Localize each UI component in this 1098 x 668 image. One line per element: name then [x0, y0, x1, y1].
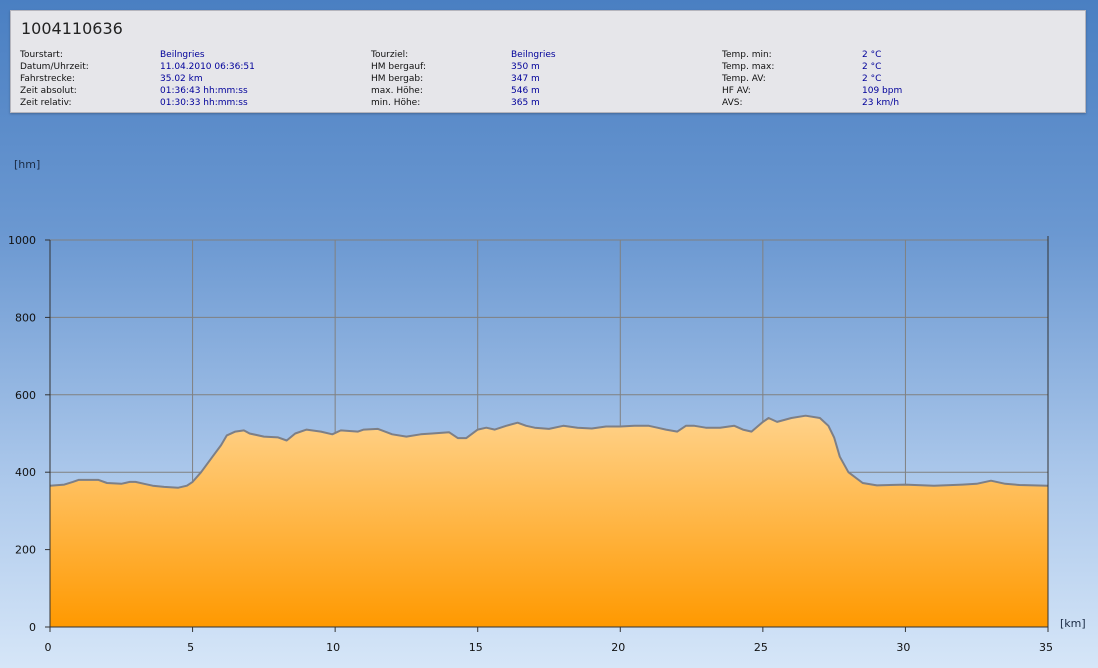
- label-temp-max: Temp. max:: [722, 62, 775, 72]
- label-zeit-absolut: Zeit absolut:: [20, 86, 77, 96]
- tour-info-panel: 1004110636 Tourstart: Datum/Uhrzeit: Fah…: [10, 10, 1086, 113]
- x-axis-unit-label: [km]: [1060, 617, 1086, 630]
- y-axis-unit-label: [hm]: [14, 158, 41, 171]
- value-hm-bergab: 347 m: [511, 74, 540, 84]
- label-hm-bergauf: HM bergauf:: [371, 62, 426, 72]
- x-tick-label: 0: [45, 641, 52, 654]
- x-tick-label: 30: [896, 641, 910, 654]
- info-col1-labels: Tourstart: Datum/Uhrzeit: Fahrstrecke: Z…: [20, 49, 89, 109]
- x-tick-label: 5: [187, 641, 194, 654]
- label-temp-min: Temp. min:: [722, 50, 772, 60]
- elevation-area: [50, 415, 1048, 627]
- value-zeit-relativ: 01:30:33 hh:mm:ss: [160, 98, 248, 108]
- info-col1-values: Beilngries 11.04.2010 06:36:51 35.02 km …: [160, 49, 255, 109]
- label-hf-av: HF AV:: [722, 86, 751, 96]
- label-fahrstrecke: Fahrstrecke:: [20, 74, 75, 84]
- value-temp-max: 2 °C: [862, 62, 882, 72]
- x-tick-label: 35: [1039, 641, 1053, 654]
- y-tick-label: 0: [29, 621, 36, 634]
- value-avs: 23 km/h: [862, 98, 900, 108]
- x-tick-label: 10: [326, 641, 340, 654]
- value-hf-av: 109 bpm: [862, 86, 903, 96]
- x-tick-label: 20: [611, 641, 625, 654]
- label-zeit-relativ: Zeit relativ:: [20, 98, 72, 108]
- label-max-hoehe: max. Höhe:: [371, 86, 423, 96]
- label-min-hoehe: min. Höhe:: [371, 98, 421, 108]
- label-tourstart: Tourstart:: [20, 50, 63, 60]
- y-tick-label: 400: [15, 466, 36, 479]
- label-hm-bergab: HM bergab:: [371, 74, 424, 84]
- y-tick-label: 1000: [8, 234, 36, 247]
- value-temp-min: 2 °C: [862, 50, 882, 60]
- label-datum: Datum/Uhrzeit:: [20, 62, 89, 72]
- value-temp-av: 2 °C: [862, 74, 882, 84]
- value-max-hoehe: 546 m: [511, 86, 540, 96]
- label-avs: AVS:: [722, 98, 743, 108]
- value-tourziel: Beilngries: [511, 50, 556, 60]
- value-tourstart: Beilngries: [160, 50, 205, 60]
- info-col2-labels: Tourziel: HM bergauf: HM bergab: max. Hö…: [371, 49, 426, 109]
- info-col2-values: Beilngries 350 m 347 m 546 m 365 m: [511, 49, 556, 109]
- value-hm-bergauf: 350 m: [511, 62, 540, 72]
- info-col3-values: 2 °C 2 °C 2 °C 109 bpm 23 km/h: [862, 49, 902, 109]
- elevation-line: [49, 414, 1049, 489]
- y-tick-label: 200: [15, 544, 36, 557]
- value-fahrstrecke: 35.02 km: [160, 74, 203, 84]
- value-datum: 11.04.2010 06:36:51: [160, 62, 255, 72]
- value-zeit-absolut: 01:36:43 hh:mm:ss: [160, 86, 248, 96]
- tour-title: 1004110636: [21, 19, 123, 38]
- label-tourziel: Tourziel:: [371, 50, 409, 60]
- label-temp-av: Temp. AV:: [722, 74, 766, 84]
- x-tick-label: 25: [754, 641, 768, 654]
- value-min-hoehe: 365 m: [511, 98, 540, 108]
- y-tick-label: 800: [15, 311, 36, 324]
- x-tick-label: 15: [469, 641, 483, 654]
- chart-ticks: 0 200 400 600 800 1000 0 5 10 15 20 25 30 35: [8, 234, 1053, 654]
- info-col3-labels: Temp. min: Temp. max: Temp. AV: HF AV: A…: [722, 49, 774, 109]
- y-tick-label: 600: [15, 389, 36, 402]
- chart-axes: [46, 236, 1049, 631]
